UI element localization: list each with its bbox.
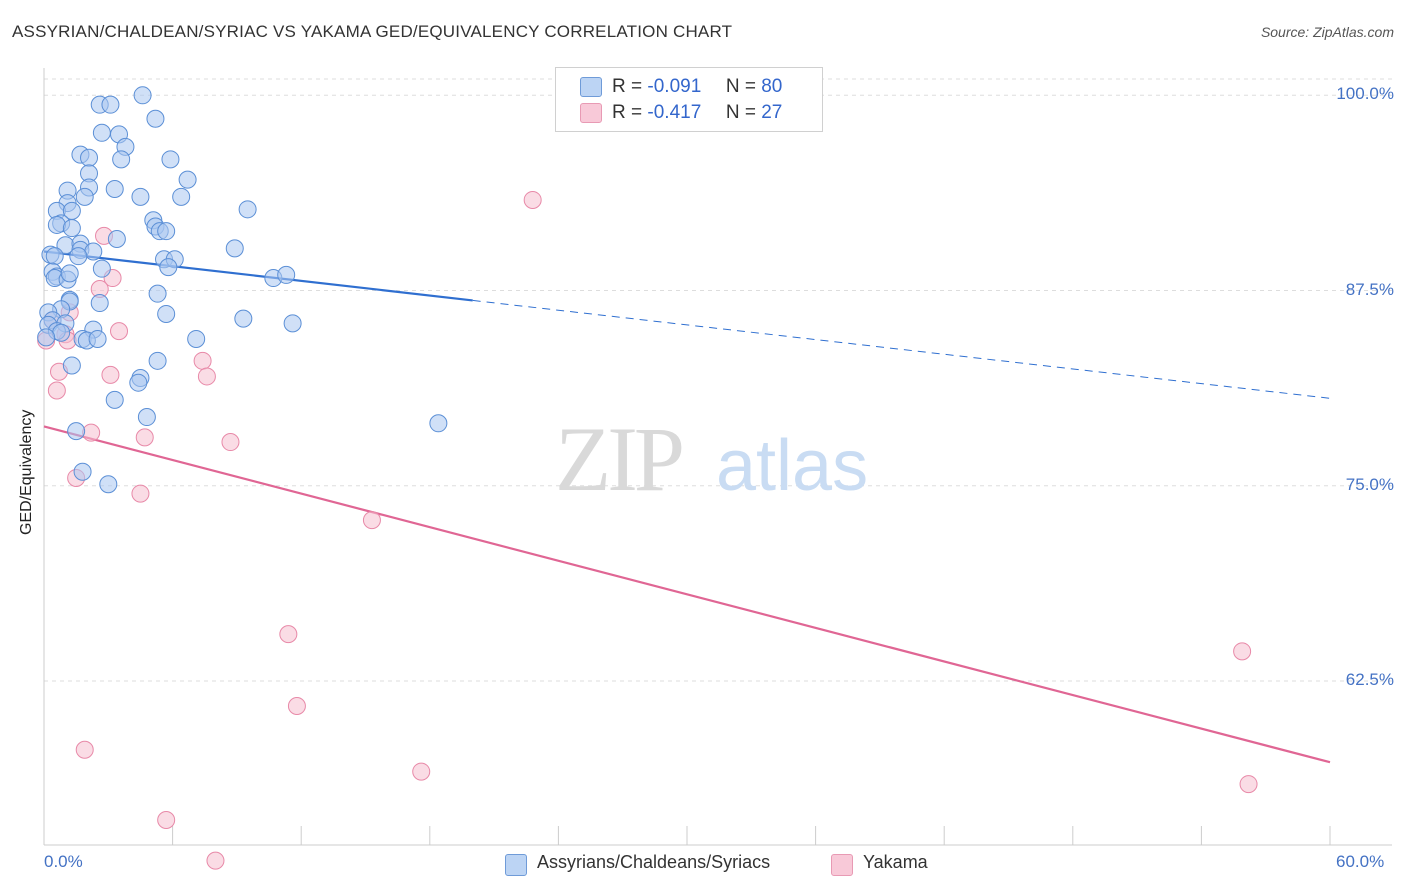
legend-n-value: 27 (761, 102, 783, 123)
data-point-yakama (82, 423, 101, 442)
data-point-assyrian (157, 304, 176, 323)
data-point-assyrian (146, 109, 165, 128)
data-point-assyrian (137, 408, 156, 427)
data-point-assyrian (105, 390, 124, 409)
data-point-assyrian (187, 329, 206, 348)
data-point-assyrian (60, 264, 79, 283)
data-point-yakama (47, 381, 66, 400)
trend-line-blue-extrapolated (472, 299, 1331, 399)
data-point-yakama (412, 762, 431, 781)
watermark-zip: ZIP (555, 408, 682, 510)
data-point-assyrian (88, 329, 107, 348)
data-point-yakama (193, 351, 212, 370)
legend-n-value: 80 (761, 76, 783, 97)
bottom-legend-swatch-blue (505, 854, 527, 876)
data-point-yakama (75, 740, 94, 759)
data-point-assyrian (131, 187, 150, 206)
data-point-yakama (157, 811, 176, 830)
data-point-assyrian (67, 422, 86, 441)
legend-r-label: R = (612, 102, 643, 123)
data-point-assyrian (105, 180, 124, 199)
legend-n-label: N = (725, 102, 756, 123)
data-point-assyrian (234, 309, 253, 328)
data-points (37, 86, 1258, 870)
data-point-yakama (101, 365, 120, 384)
data-point-assyrian (157, 222, 176, 241)
trend-line-pink (43, 425, 1331, 764)
data-point-yakama (135, 428, 154, 447)
data-point-yakama (287, 696, 306, 715)
data-point-assyrian (172, 187, 191, 206)
data-point-assyrian (101, 95, 120, 114)
data-point-assyrian (52, 323, 71, 342)
bottom-legend-swatch-pink (831, 854, 853, 876)
legend-r-value: -0.091 (647, 76, 702, 97)
data-point-assyrian (62, 356, 81, 375)
y-tick-label: 62.5% (1345, 670, 1394, 689)
data-point-assyrian (429, 414, 448, 433)
data-point-assyrian (84, 242, 103, 261)
legend-swatch-pink (580, 103, 602, 123)
data-point-yakama (206, 851, 225, 870)
data-point-assyrian (178, 170, 197, 189)
axes (43, 68, 1392, 846)
stats-legend: R = -0.091 N = 80 R = -0.417 N = 27 (555, 67, 823, 132)
data-point-assyrian (90, 294, 109, 313)
legend-swatch-blue (580, 77, 602, 97)
data-point-assyrian (161, 150, 180, 169)
data-point-yakama (523, 190, 542, 209)
data-point-assyrian (112, 150, 131, 169)
data-point-assyrian (148, 284, 167, 303)
data-point-yakama (197, 367, 216, 386)
data-point-assyrian (107, 229, 126, 248)
data-point-yakama (1233, 642, 1252, 661)
legend-n-label: N = (725, 76, 756, 97)
watermark: ZIP atlas (555, 408, 868, 510)
bottom-legend-label-blue: Assyrians/Chaldeans/Syriacs (537, 852, 771, 872)
data-point-assyrian (133, 86, 152, 105)
data-point-assyrian (238, 200, 257, 219)
data-point-yakama (279, 625, 298, 644)
legend-r-label: R = (612, 76, 643, 97)
y-tick-label: 87.5% (1345, 279, 1394, 299)
bottom-legend-label-pink: Yakama (863, 852, 928, 872)
data-point-yakama (131, 484, 150, 503)
x-tick-label-min: 0.0% (44, 852, 83, 871)
data-point-yakama (110, 322, 129, 341)
data-point-assyrian (159, 258, 178, 277)
data-point-assyrian (225, 239, 244, 258)
data-point-yakama (362, 511, 381, 530)
data-point-yakama (221, 433, 240, 452)
data-point-assyrian (47, 215, 66, 234)
data-point-assyrian (73, 462, 92, 481)
data-point-assyrian (277, 265, 296, 284)
data-point-assyrian (129, 373, 148, 392)
data-point-yakama (1239, 775, 1258, 794)
y-tick-label: 75.0% (1345, 474, 1394, 494)
data-point-assyrian (92, 123, 111, 142)
data-point-assyrian (45, 247, 64, 266)
chart-title: ASSYRIAN/CHALDEAN/SYRIAC VS YAKAMA GED/E… (12, 22, 733, 41)
data-point-assyrian (37, 328, 56, 347)
data-point-assyrian (283, 314, 302, 333)
data-point-assyrian (148, 351, 167, 370)
legend-r-value: -0.417 (647, 102, 702, 123)
watermark-atlas: atlas (716, 426, 868, 506)
trend-line-blue (43, 250, 473, 302)
data-point-assyrian (92, 259, 111, 278)
data-point-assyrian (69, 247, 88, 266)
data-point-assyrian (62, 219, 81, 238)
data-point-assyrian (99, 475, 118, 494)
source-label: Source: ZipAtlas.com (1260, 24, 1394, 40)
data-point-assyrian (75, 187, 94, 206)
trend-lines (43, 250, 1331, 764)
y-tick-label: 100.0% (1336, 84, 1394, 104)
x-tick-label-max: 60.0% (1336, 852, 1385, 871)
data-point-assyrian (80, 148, 99, 167)
gridlines (44, 78, 1394, 682)
